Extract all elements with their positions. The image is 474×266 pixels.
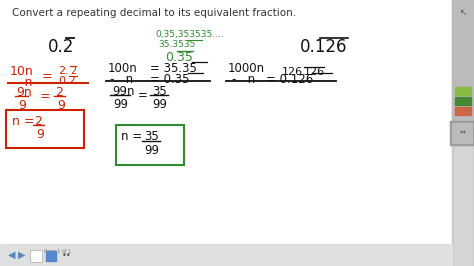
Bar [454,0,472,266]
Text: 2: 2 [34,115,42,128]
Text: 9: 9 [57,99,65,112]
Text: -   n: - n [232,73,255,86]
Text: 0.2: 0.2 [58,76,76,86]
Text: 35: 35 [144,130,159,143]
Text: 9: 9 [18,99,26,112]
Text: 99: 99 [113,98,128,111]
Text: 126.: 126. [282,67,307,77]
Text: 1000n: 1000n [228,62,265,75]
Bar [452,123,472,143]
Text: =: = [42,70,53,83]
Text: 0,35,353535....: 0,35,353535.... [155,30,224,39]
Text: 2.: 2. [58,66,69,76]
Bar [455,87,471,95]
Bar [116,125,184,165]
Text: = 0.126: = 0.126 [266,73,313,86]
Bar [455,97,471,105]
Bar [452,0,474,120]
Text: 126: 126 [304,67,325,77]
Text: 0.35: 0.35 [165,51,193,64]
Bar [6,110,84,148]
Bar [455,107,471,115]
Text: Page 1 of 1: Page 1 of 1 [45,250,72,255]
Text: = 35.35: = 35.35 [150,62,197,75]
Bar [30,250,42,262]
Text: 2: 2 [55,86,63,99]
Text: n =: n = [121,130,142,143]
Text: ⇔: ⇔ [460,130,466,136]
Text: 9n: 9n [16,86,32,99]
Text: 0.2: 0.2 [48,38,74,56]
Text: ••: •• [62,251,72,260]
Text: -  n: - n [12,76,32,89]
Text: ↖: ↖ [459,8,466,17]
Text: 35.3535: 35.3535 [158,40,195,49]
Text: 99: 99 [152,98,167,111]
Text: n =: n = [12,115,35,128]
Bar [46,251,56,261]
Bar [450,121,474,145]
Text: -   n: - n [110,73,133,86]
Text: 35: 35 [152,85,167,98]
Text: =: = [40,90,51,103]
Text: ▶: ▶ [18,250,26,260]
Text: 0.126: 0.126 [300,38,347,56]
Text: 10n: 10n [10,65,34,78]
Bar [452,0,474,266]
Text: 9: 9 [36,128,44,141]
Text: 99n: 99n [112,85,135,98]
Text: ◀: ◀ [8,250,16,260]
Bar [0,244,452,266]
Text: = 0.35: = 0.35 [150,73,190,86]
Text: 99: 99 [144,144,159,157]
Text: Convert a repeating decimal to its equivalent fraction.: Convert a repeating decimal to its equiv… [12,8,296,18]
Text: =: = [138,89,148,102]
Text: 100n: 100n [108,62,138,75]
Text: 2: 2 [70,66,76,76]
